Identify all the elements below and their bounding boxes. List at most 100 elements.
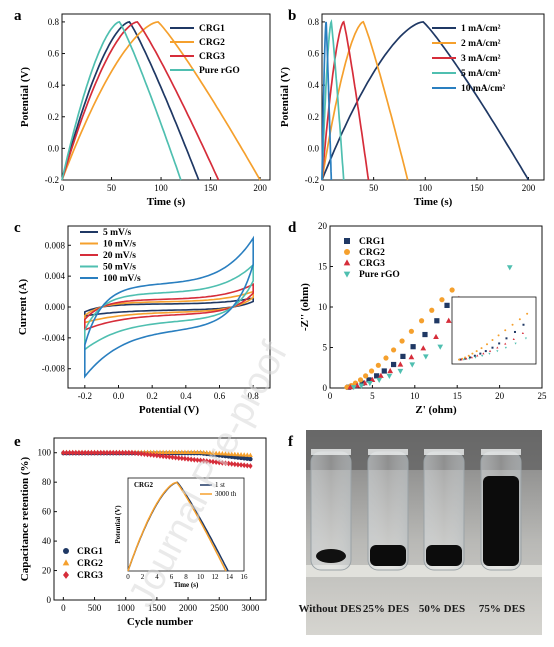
data-point-CRG3 [176,455,181,461]
data-point-CRG3 [238,462,244,468]
inset-point-CRG2 [504,329,507,332]
y-tick-label: 0 [323,383,328,393]
y-tick-label: 0.0 [308,143,320,153]
x-tick-label: 0.6 [214,391,226,401]
data-point-CRG2 [223,451,228,456]
inset-point-CRG3 [512,337,515,340]
series-line-10 mA/cm² [321,21,333,181]
data-point-CRG3 [157,453,163,459]
data-point-CRG3 [232,461,238,468]
inset-point-CRG2 [480,347,483,350]
data-point-CRG3 [201,457,206,464]
series-line-CRG2 [61,20,261,181]
data-point-CRG3 [378,372,384,378]
data-point-Pure rGO [376,377,383,384]
x-tick-label: 50 [107,183,117,193]
data-point-CRG2 [429,307,435,313]
series-loop-50 mV/s [84,263,254,352]
legend-label: CRG2 [77,559,103,569]
photo-label-4: 75% DES [479,603,525,615]
data-point-CRG1 [374,373,380,379]
data-point-CRG2 [194,449,200,455]
data-point-CRG2 [151,449,157,455]
x-tick-label: 10 [410,391,420,401]
legend-marker [63,571,69,579]
y-tick-label: 10 [318,302,328,312]
data-point-CRG2 [449,287,455,293]
x-tick-label: 2000 [179,603,198,613]
y-tick-label: 20 [42,566,52,576]
legend-label: CRG3 [77,571,103,581]
data-point-Pure rGO [422,354,429,360]
data-point-CRG3 [387,367,394,374]
data-point-CRG3 [192,456,197,463]
data-point-CRG2 [185,449,191,455]
data-point-CRG3 [89,449,94,456]
inset-x-tick-label: 2 [141,573,145,581]
inset-point-Pure rGO [468,357,471,360]
inset-x-tick-label: 10 [197,573,205,581]
inset-point-CRG3 [482,352,485,355]
tube-rim [311,449,351,455]
y-tick-label: 20 [318,221,328,231]
y-tick-label: 40 [42,536,52,546]
inset-point-Pure rGO [488,352,491,355]
dark-suspension [426,545,462,566]
legend-marker [343,271,351,278]
data-point-CRG2 [179,449,185,455]
data-point-CRG3 [111,449,116,456]
x-axis-label: Time (s) [414,196,453,208]
data-point-Pure rGO [437,344,444,350]
legend-label: CRG3 [359,259,385,269]
inset-x-tick-label: 14 [226,573,234,581]
x-axis-label: Potential (V) [139,404,200,416]
legend-label: 100 mV/s [103,274,141,284]
legend-label: 20 mV/s [103,251,136,261]
x-axis-label: Cycle number [127,616,193,628]
panel-label-d: d [288,220,297,236]
watermark: Journal Pre-proof [121,335,296,614]
data-point-CRG2 [191,449,197,455]
data-point-CRG3 [204,458,209,464]
data-point-CRG3 [235,461,241,468]
photo-label-2: 25% DES [363,603,409,615]
inset-point-CRG3 [470,356,473,359]
tube-rim [424,449,464,455]
inset-point-CRG2 [526,312,529,315]
inset-point-CRG1 [479,352,482,355]
data-point-Pure rGO [366,381,373,387]
inset-point-CRG1 [473,354,476,357]
data-point-CRG1 [381,368,387,374]
inset-point-CRG3 [460,358,463,361]
x-axis-label: Z' (ohm) [415,404,457,416]
inset-point-Pure rGO [504,346,507,349]
data-point-CRG2 [238,452,244,457]
data-point-CRG3 [220,459,225,466]
data-point-CRG3 [126,449,132,456]
inset-point-Pure rGO [474,356,477,359]
data-point-CRG3 [226,460,231,467]
inset-point-CRG1 [459,358,462,361]
data-point-CRG3 [223,460,228,467]
data-point-CRG2 [176,449,182,455]
data-point-CRG3 [82,449,88,456]
data-point-CRG3 [135,450,141,457]
panel-label-f: f [288,434,294,450]
data-point-CRG2 [399,338,405,344]
data-point-CRG2 [173,449,179,455]
data-point-CRG2 [247,452,253,457]
legend-label: CRG1 [359,237,385,247]
legend-marker [343,259,351,266]
y-tick-label: 0 [47,595,52,605]
inset-point-CRG2 [475,350,478,353]
inset-point-CRG2 [511,323,514,326]
inset-point-CRG3 [521,332,524,335]
legend-label: 10 mV/s [103,240,136,250]
x-tick-label: 0 [328,391,333,401]
inset-point-CRG1 [505,337,508,340]
data-point-CRG3 [64,449,69,456]
inset-point-CRG1 [513,330,516,333]
series-line-2 mA/cm² [321,20,409,181]
x-tick-label: 200 [522,183,536,193]
y-tick-label: 15 [318,262,328,272]
